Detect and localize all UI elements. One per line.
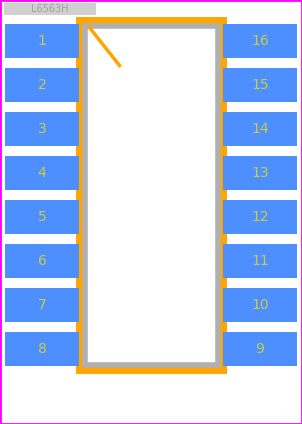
- Bar: [223, 244, 297, 278]
- Bar: [5, 332, 79, 366]
- Bar: [223, 24, 297, 58]
- Text: 1: 1: [37, 34, 47, 48]
- Text: 6: 6: [37, 254, 47, 268]
- Text: 11: 11: [251, 254, 269, 268]
- Text: 8: 8: [37, 342, 47, 356]
- Text: 15: 15: [251, 78, 269, 92]
- Text: 4: 4: [38, 166, 47, 180]
- Bar: [5, 200, 79, 234]
- Bar: [5, 68, 79, 102]
- FancyBboxPatch shape: [4, 3, 96, 15]
- Text: 3: 3: [38, 122, 47, 136]
- Bar: [223, 200, 297, 234]
- Bar: [223, 68, 297, 102]
- Text: 2: 2: [38, 78, 47, 92]
- Bar: [85, 25, 217, 365]
- Bar: [223, 156, 297, 190]
- Text: 14: 14: [251, 122, 269, 136]
- Text: 16: 16: [251, 34, 269, 48]
- Bar: [5, 156, 79, 190]
- Text: 5: 5: [38, 210, 47, 224]
- Bar: [79, 20, 223, 370]
- Bar: [5, 244, 79, 278]
- Bar: [5, 288, 79, 322]
- Text: 10: 10: [251, 298, 269, 312]
- Text: L6563H: L6563H: [31, 4, 69, 14]
- Text: 13: 13: [251, 166, 269, 180]
- Bar: [223, 112, 297, 146]
- Bar: [223, 332, 297, 366]
- Text: 12: 12: [251, 210, 269, 224]
- Text: 7: 7: [38, 298, 47, 312]
- Text: 9: 9: [255, 342, 265, 356]
- Bar: [223, 288, 297, 322]
- Bar: [5, 24, 79, 58]
- Bar: [5, 112, 79, 146]
